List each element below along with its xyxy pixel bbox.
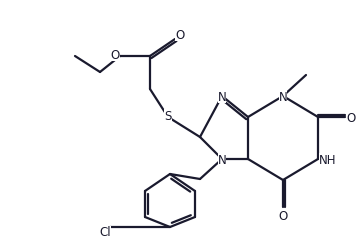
Text: O: O <box>110 48 120 61</box>
Text: O: O <box>278 210 287 223</box>
Text: N: N <box>218 153 227 166</box>
Text: O: O <box>346 111 356 124</box>
Text: O: O <box>175 28 185 41</box>
Text: N: N <box>279 90 287 103</box>
Text: NH: NH <box>319 153 337 166</box>
Text: Cl: Cl <box>99 226 111 239</box>
Text: N: N <box>218 90 227 103</box>
Text: S: S <box>164 109 172 122</box>
